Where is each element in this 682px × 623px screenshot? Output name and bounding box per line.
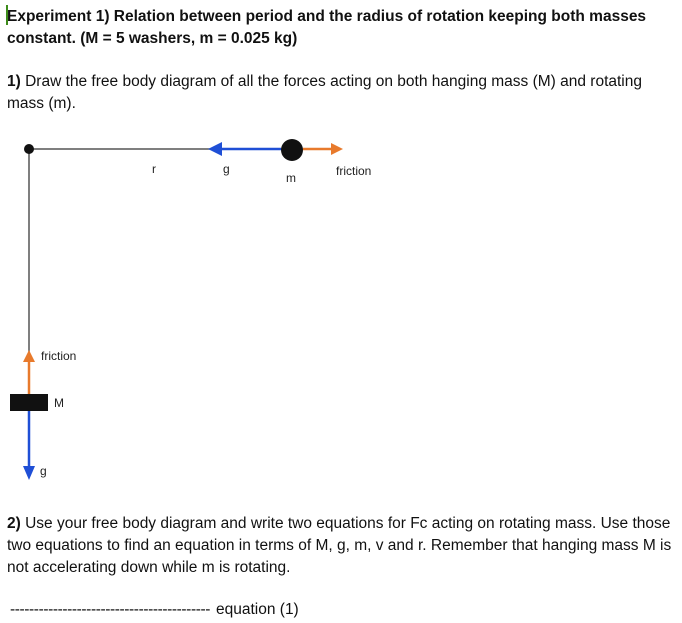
label-g-bottom: g [40,464,47,478]
answer-blank-line: ----------------------------------------… [10,601,210,618]
friction-arrow-side-head [23,350,35,362]
label-g-top: g [223,162,230,176]
label-friction-side: friction [41,349,76,363]
gravity-arrow-bottom-head [23,466,35,480]
rotating-mass-m [281,139,303,161]
question-1-number: 1) [7,73,21,90]
label-friction-top: friction [336,164,371,178]
label-M: M [54,396,64,410]
question-2: 2) Use your free body diagram and write … [7,513,677,579]
friction-arrow-top-head [331,143,343,155]
experiment-heading: Experiment 1) Relation between period an… [7,8,647,47]
label-r: r [152,162,156,176]
question-2-number: 2) [7,515,21,532]
hanging-mass-M [10,394,48,411]
tension-arrow-top-head [208,142,222,156]
question-1: 1) Draw the free body diagram of all the… [7,71,677,115]
answer-blank-equation-1: ----------------------------------------… [10,599,299,621]
text-cursor [6,5,8,25]
label-m: m [286,171,296,185]
question-1-text: Draw the free body diagram of all the fo… [7,73,642,112]
pivot-point [24,144,34,154]
question-2-text: Use your free body diagram and write two… [7,515,672,576]
answer-blank-label: equation (1) [216,601,299,618]
